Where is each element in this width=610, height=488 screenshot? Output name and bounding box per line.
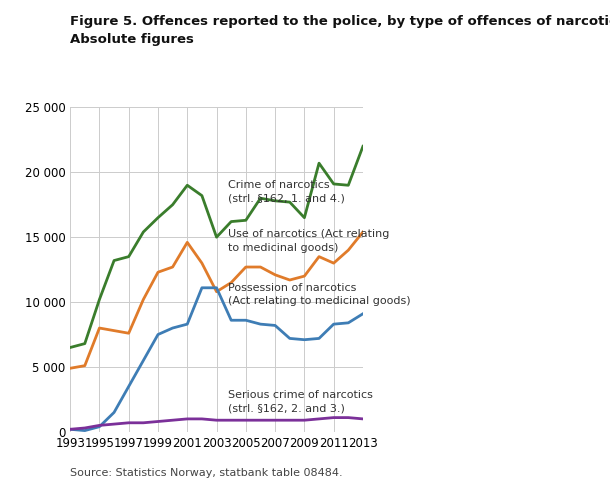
- Text: Crime of narcotics
(strl. §162, 1. and 4.): Crime of narcotics (strl. §162, 1. and 4…: [228, 180, 345, 203]
- Text: Figure 5. Offences reported to the police, by type of offences of narcotics.
Abs: Figure 5. Offences reported to the polic…: [70, 15, 610, 46]
- Text: Use of narcotics (Act relating
to medicinal goods): Use of narcotics (Act relating to medici…: [228, 229, 390, 253]
- Text: Source: Statistics Norway, statbank table 08484.: Source: Statistics Norway, statbank tabl…: [70, 468, 343, 478]
- Text: Possession of narcotics
(Act relating to medicinal goods): Possession of narcotics (Act relating to…: [228, 283, 411, 306]
- Text: Serious crime of narcotics
(strl. §162, 2. and 3.): Serious crime of narcotics (strl. §162, …: [228, 390, 373, 413]
